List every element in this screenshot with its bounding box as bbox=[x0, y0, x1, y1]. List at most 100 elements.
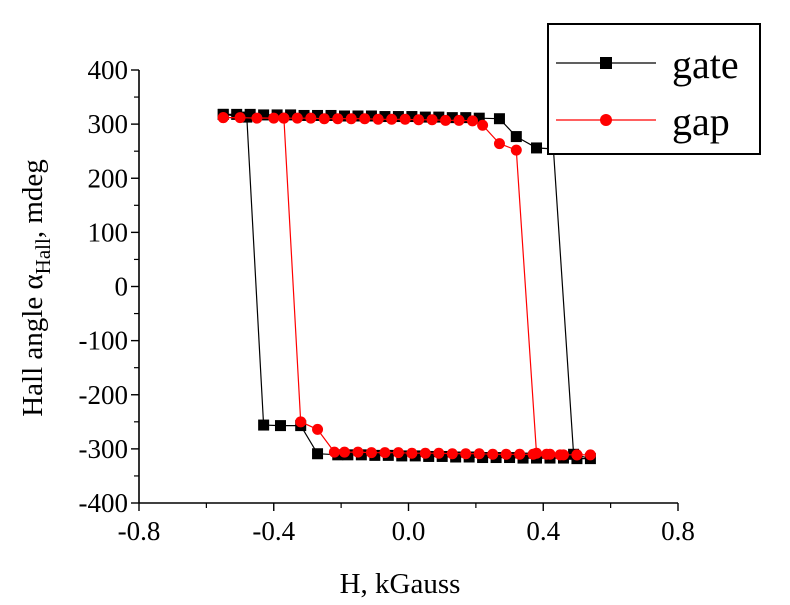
x-tick-label: 0.4 bbox=[526, 516, 560, 546]
data-point-gate bbox=[510, 131, 522, 143]
data-point-gate bbox=[419, 111, 431, 123]
data-point-gate bbox=[285, 109, 297, 121]
data-point-gap bbox=[460, 448, 472, 460]
data-point-gap bbox=[345, 113, 357, 125]
data-point-gap bbox=[372, 113, 384, 125]
y-tick-label: -400 bbox=[79, 488, 129, 518]
data-point-gap bbox=[433, 447, 445, 459]
y-axis-title-subscript: Hall bbox=[31, 238, 55, 274]
y-axis-title: Hall angle αHall, mdeg bbox=[17, 159, 55, 417]
data-point-gap bbox=[453, 114, 465, 126]
legend-gate-marker bbox=[600, 57, 612, 69]
data-point-gate bbox=[365, 110, 377, 122]
data-point-gap bbox=[338, 446, 350, 458]
data-point-gate bbox=[325, 109, 337, 121]
data-point-gap bbox=[487, 448, 499, 460]
data-point-gate bbox=[531, 142, 543, 154]
data-point-gap bbox=[500, 448, 512, 460]
data-point-gap bbox=[446, 448, 458, 460]
data-point-gate bbox=[352, 110, 364, 122]
series-line-gate bbox=[223, 113, 591, 460]
x-tick-label: 0.8 bbox=[661, 516, 695, 546]
data-point-gate bbox=[274, 420, 286, 432]
data-point-gap bbox=[365, 447, 377, 459]
y-tick-label: 100 bbox=[88, 217, 129, 247]
y-tick-label: -300 bbox=[79, 434, 129, 464]
y-tick-label: -200 bbox=[79, 380, 129, 410]
data-point-gap bbox=[291, 112, 303, 124]
data-point-gap bbox=[584, 449, 596, 461]
series-line-gap bbox=[223, 116, 591, 456]
data-point-gap bbox=[268, 112, 280, 124]
y-tick-label: 400 bbox=[88, 55, 129, 85]
data-point-gap bbox=[305, 112, 317, 124]
data-point-gap bbox=[386, 113, 398, 125]
data-point-gate bbox=[258, 109, 270, 121]
data-point-gap bbox=[234, 112, 246, 124]
data-point-gap bbox=[571, 449, 583, 461]
legend: gate gap bbox=[547, 23, 761, 155]
x-axis-title: H, kGauss bbox=[340, 568, 461, 600]
data-point-gap bbox=[477, 119, 489, 131]
y-axis-ticks: -400 -300 -200 -100 0 100 200 300 400 bbox=[79, 55, 139, 518]
data-point-gap bbox=[527, 448, 539, 460]
data-point-gate bbox=[473, 112, 485, 124]
data-point-gate bbox=[493, 113, 505, 125]
data-point-gap bbox=[514, 448, 526, 460]
x-tick-label: 0.0 bbox=[392, 516, 426, 546]
data-point-gap bbox=[312, 423, 324, 435]
data-point-gate bbox=[298, 109, 310, 121]
data-point-gate bbox=[338, 110, 350, 122]
series-gap bbox=[217, 112, 596, 461]
data-point-gate bbox=[241, 111, 253, 123]
legend-gap-label: gap bbox=[672, 99, 730, 144]
data-point-gap bbox=[278, 112, 290, 124]
data-point-gate bbox=[312, 448, 324, 460]
data-point-gap bbox=[419, 447, 431, 459]
data-point-gap bbox=[467, 115, 479, 127]
y-axis-title-tail: , mdeg bbox=[17, 159, 49, 238]
data-point-gate bbox=[460, 112, 472, 124]
x-axis-ticks: -0.8 -0.4 0.0 0.4 0.8 bbox=[118, 503, 695, 546]
data-point-gap bbox=[406, 447, 418, 459]
data-point-gap bbox=[510, 144, 522, 156]
x-tick-label: -0.8 bbox=[118, 516, 161, 546]
data-point-gap bbox=[295, 416, 307, 428]
data-point-gap bbox=[554, 449, 566, 461]
data-point-gate bbox=[433, 111, 445, 123]
data-point-gap bbox=[392, 447, 404, 459]
data-point-gate bbox=[379, 111, 391, 123]
legend-gap-marker bbox=[600, 114, 612, 126]
data-point-gap bbox=[352, 446, 364, 458]
data-point-gap bbox=[379, 447, 391, 459]
y-tick-label: -100 bbox=[79, 326, 129, 356]
data-point-gap bbox=[359, 113, 371, 125]
data-point-gap bbox=[318, 113, 330, 125]
data-point-gap bbox=[251, 112, 263, 124]
data-point-gap bbox=[440, 114, 452, 126]
data-point-gate bbox=[392, 111, 404, 123]
data-point-gate bbox=[312, 109, 324, 121]
data-point-gate bbox=[258, 419, 270, 431]
data-point-gap bbox=[217, 112, 229, 124]
data-point-gap bbox=[493, 138, 505, 150]
data-point-gate bbox=[406, 111, 418, 123]
data-point-gap bbox=[473, 448, 485, 460]
series-gate bbox=[217, 108, 596, 465]
legend-gate-label: gate bbox=[672, 42, 739, 87]
data-point-gap bbox=[332, 113, 344, 125]
data-point-gate bbox=[446, 112, 458, 124]
legend-box bbox=[547, 23, 761, 155]
data-point-gap bbox=[413, 114, 425, 126]
data-point-gap bbox=[328, 446, 340, 458]
x-tick-label: -0.4 bbox=[252, 516, 295, 546]
series-layer bbox=[217, 108, 596, 465]
data-point-gap bbox=[399, 113, 411, 125]
data-point-gap bbox=[426, 114, 438, 126]
data-point-gap bbox=[541, 448, 553, 460]
y-tick-label: 200 bbox=[88, 163, 129, 193]
y-tick-label: 0 bbox=[115, 272, 129, 302]
y-axis-title-main: Hall angle α bbox=[17, 274, 49, 416]
y-tick-label: 300 bbox=[88, 109, 129, 139]
